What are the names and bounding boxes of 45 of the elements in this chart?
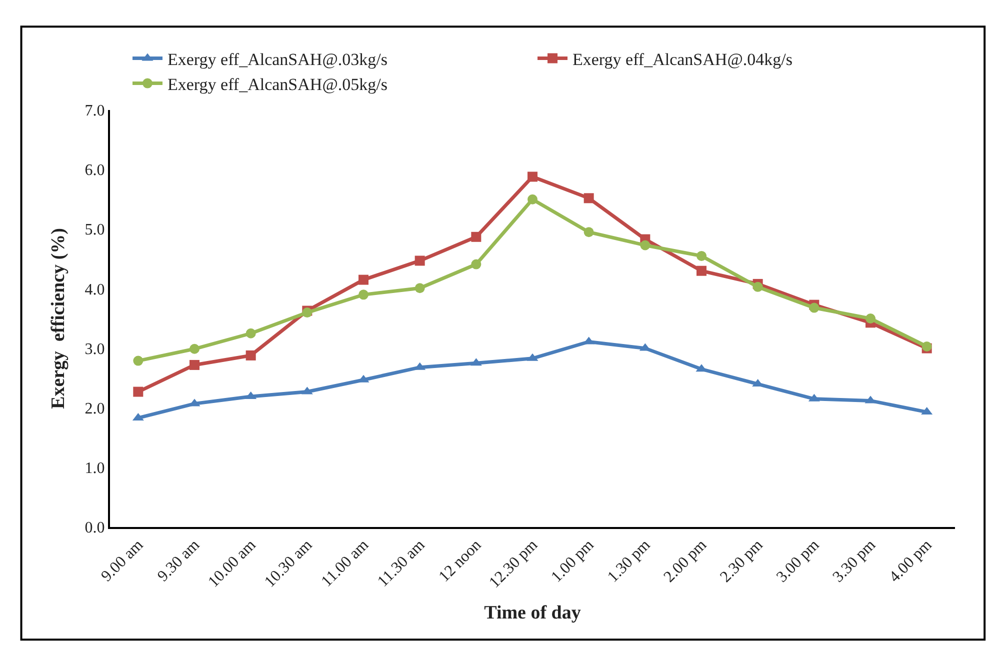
x-tick-label: 2.00 pm — [660, 536, 710, 586]
point — [809, 302, 820, 313]
point — [866, 314, 876, 324]
point — [190, 344, 200, 354]
x-tick-label: 9.00 am — [98, 536, 148, 586]
point — [133, 386, 144, 397]
point — [471, 259, 482, 270]
x-tick-label: 12 noon — [436, 536, 485, 586]
point — [528, 194, 538, 204]
y-tick-label: 1.0 — [84, 460, 105, 478]
point — [358, 290, 368, 300]
point — [414, 256, 425, 266]
point — [358, 274, 368, 285]
point — [246, 350, 256, 360]
y-tick-label: 4.0 — [84, 281, 105, 298]
point — [752, 282, 763, 292]
point — [696, 250, 706, 261]
point — [640, 240, 650, 250]
legend-label: Exergy eff_AlcanSAH@.05kg/s — [168, 74, 388, 94]
legend-label: Exergy eff_AlcanSAH@.04kg/s — [572, 50, 792, 69]
y-tick-label: 6.0 — [84, 162, 105, 180]
x-tick-label: 3.30 pm — [830, 536, 880, 586]
y-tick-label: 0.0 — [84, 520, 105, 537]
y-tick-label: 7.0 — [84, 102, 105, 120]
point — [584, 193, 594, 204]
point — [528, 172, 538, 182]
y-tick-label: 3.0 — [84, 340, 105, 358]
point — [471, 232, 482, 242]
point — [133, 356, 144, 366]
legend-label: Exergy eff_AlcanSAH@.03kg/s — [168, 50, 388, 69]
point — [414, 283, 425, 294]
point — [584, 227, 594, 238]
point — [696, 266, 706, 276]
x-tick-label: 1.00 pm — [548, 536, 598, 586]
point — [190, 360, 200, 370]
x-tick-label: 2.30 pm — [717, 536, 767, 586]
y-tick-label: 2.0 — [84, 400, 105, 418]
x-axis-title: Time of day — [484, 602, 582, 624]
y-axis-title: Exergy efficiency (%) — [48, 228, 70, 409]
y-tick-label: 5.0 — [84, 222, 105, 239]
x-tick-label: 3.00 pm — [774, 536, 824, 586]
x-tick-label: 9.30 am — [154, 536, 204, 586]
x-tick-label: 4.00 pm — [886, 536, 936, 586]
point — [246, 328, 256, 338]
x-tick-label: 1.30 pm — [604, 536, 654, 586]
